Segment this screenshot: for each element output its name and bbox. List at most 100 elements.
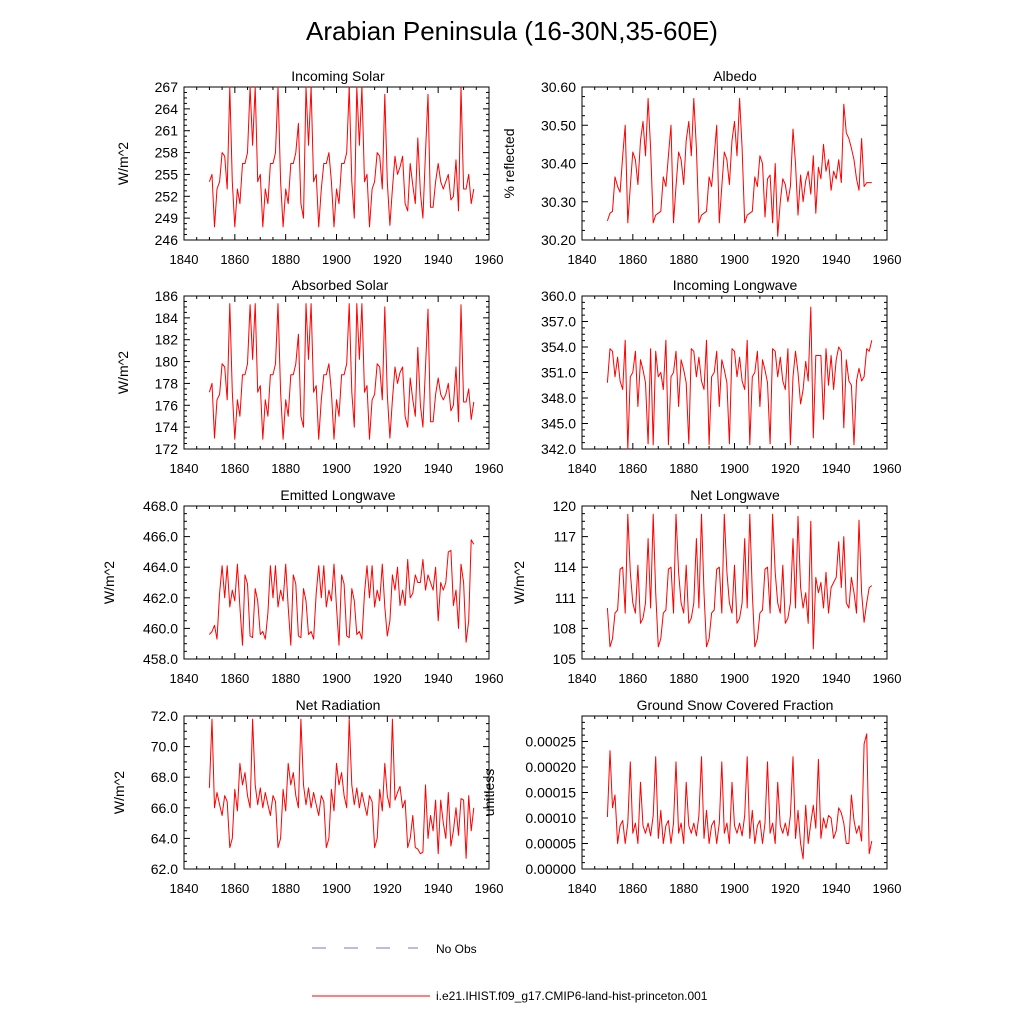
x-tick-label: 1880 — [669, 881, 698, 896]
x-tick-label: 1960 — [475, 881, 504, 896]
x-tick-label: 1900 — [322, 881, 351, 896]
y-tick-label: 184 — [155, 310, 179, 326]
x-tick-label: 1860 — [618, 881, 647, 896]
x-tick-label: 1940 — [822, 881, 851, 896]
series-line — [606, 306, 873, 450]
series-line — [606, 98, 872, 237]
y-tick-label: 255 — [155, 166, 179, 182]
legend-series-label: i.e21.IHIST.f09_g17.CMIP6-land-hist-prin… — [436, 989, 708, 1003]
x-tick-label: 1940 — [822, 252, 851, 267]
x-tick-label: 1840 — [170, 252, 199, 267]
y-axis-label: W/m^2 — [115, 142, 131, 185]
x-tick-label: 1900 — [720, 461, 749, 476]
x-tick-label: 1960 — [873, 881, 902, 896]
series-line — [208, 303, 475, 440]
x-tick-label: 1960 — [475, 461, 504, 476]
x-tick-label: 1840 — [170, 461, 199, 476]
x-tick-label: 1860 — [618, 671, 647, 686]
panels: Incoming Solar W/m^2 1840 1860 1880 1900 1920 1… — [101, 68, 901, 896]
y-tick-label: 464.0 — [143, 559, 178, 575]
panel-8: Ground Snow Covered Fraction unitless 1840… — [481, 697, 901, 896]
y-tick-label: 114 — [554, 559, 577, 575]
y-axis-label: W/m^2 — [511, 561, 527, 604]
y-tick-label: 342.0 — [541, 441, 576, 457]
x-tick-label: 1960 — [873, 461, 902, 476]
x-tick-label: 1920 — [771, 671, 800, 686]
y-tick-label: 30.50 — [541, 117, 576, 133]
x-tick-label: 1840 — [170, 881, 199, 896]
x-tick-label: 1960 — [873, 252, 902, 267]
x-tick-label: 1920 — [771, 881, 800, 896]
y-tick-label: 172 — [155, 441, 179, 457]
y-tick-label: 30.40 — [541, 156, 576, 172]
y-axis-label: W/m^2 — [115, 351, 131, 394]
panel-3: Absorbed Solar W/m^2 1840 1860 1880 1900 1920 1… — [115, 277, 503, 476]
legend: No Obs i.e21.IHIST.f09_g17.CMIP6-land-hi… — [312, 942, 708, 1003]
x-tick-label: 1900 — [322, 252, 351, 267]
y-tick-label: 176 — [155, 397, 179, 413]
x-tick-label: 1880 — [669, 671, 698, 686]
y-tick-label: 30.60 — [541, 79, 576, 95]
y-tick-label: 267 — [155, 79, 179, 95]
x-tick-label: 1960 — [475, 252, 504, 267]
x-tick-label: 1960 — [475, 671, 504, 686]
x-tick-label: 1900 — [720, 252, 749, 267]
x-tick-label: 1880 — [271, 671, 300, 686]
x-tick-label: 1940 — [822, 671, 851, 686]
y-axis-label: W/m^2 — [111, 771, 127, 814]
x-tick-label: 1880 — [271, 461, 300, 476]
y-tick-label: 0.00010 — [525, 810, 576, 826]
y-tick-label: 120 — [553, 498, 577, 514]
x-tick-label: 1860 — [618, 461, 647, 476]
x-tick-label: 1840 — [568, 252, 597, 267]
y-tick-label: 30.30 — [541, 194, 576, 210]
y-tick-label: 68.0 — [151, 769, 178, 785]
panel-title: Ground Snow Covered Fraction — [637, 697, 834, 713]
x-tick-label: 1940 — [424, 881, 453, 896]
series-line — [209, 539, 475, 646]
y-tick-label: 354.0 — [541, 339, 576, 355]
panel-2: Albedo % reflected 1840 1860 1880 1900 1920 194… — [501, 68, 901, 267]
x-tick-label: 1900 — [720, 881, 749, 896]
series-line — [606, 513, 873, 650]
y-tick-label: 0.00000 — [525, 861, 576, 877]
y-tick-label: 466.0 — [143, 529, 178, 545]
y-tick-label: 252 — [155, 188, 179, 204]
x-tick-label: 1900 — [322, 461, 351, 476]
x-tick-label: 1880 — [271, 881, 300, 896]
x-tick-label: 1940 — [424, 671, 453, 686]
y-tick-label: 0.00015 — [525, 785, 576, 801]
panel-title: Incoming Solar — [291, 68, 385, 84]
y-axis-label: W/m^2 — [101, 561, 117, 604]
y-tick-label: 249 — [155, 210, 179, 226]
y-axis-label: unitless — [481, 769, 497, 816]
x-tick-label: 1860 — [220, 252, 249, 267]
x-tick-label: 1940 — [822, 461, 851, 476]
figure-title: Arabian Peninsula (16-30N,35-60E) — [306, 16, 718, 46]
x-tick-label: 1860 — [220, 461, 249, 476]
y-tick-label: 64.0 — [151, 830, 178, 846]
x-tick-label: 1920 — [373, 671, 402, 686]
y-tick-label: 264 — [155, 101, 179, 117]
y-tick-label: 111 — [555, 590, 576, 606]
x-tick-label: 1840 — [568, 671, 597, 686]
y-tick-label: 30.20 — [541, 232, 576, 248]
y-tick-label: 66.0 — [151, 800, 178, 816]
y-tick-label: 0.00025 — [525, 734, 576, 750]
y-tick-label: 357.0 — [541, 314, 576, 330]
y-tick-label: 258 — [155, 145, 179, 161]
panel-title: Net Longwave — [690, 487, 780, 503]
panel-5: Emitted Longwave W/m^2 1840 1860 1880 1900 192… — [101, 487, 503, 686]
x-tick-label: 1860 — [220, 671, 249, 686]
series-line — [208, 86, 475, 228]
panel-4: Incoming Longwave 1840 1860 1880 1900 1920 194… — [541, 277, 902, 476]
y-tick-label: 108 — [553, 620, 577, 636]
y-tick-label: 180 — [155, 354, 179, 370]
x-tick-label: 1920 — [771, 252, 800, 267]
series-line — [208, 718, 475, 859]
x-tick-label: 1900 — [720, 671, 749, 686]
x-tick-label: 1940 — [424, 461, 453, 476]
x-tick-label: 1840 — [568, 461, 597, 476]
y-tick-label: 246 — [155, 232, 179, 248]
y-tick-label: 468.0 — [143, 498, 178, 514]
